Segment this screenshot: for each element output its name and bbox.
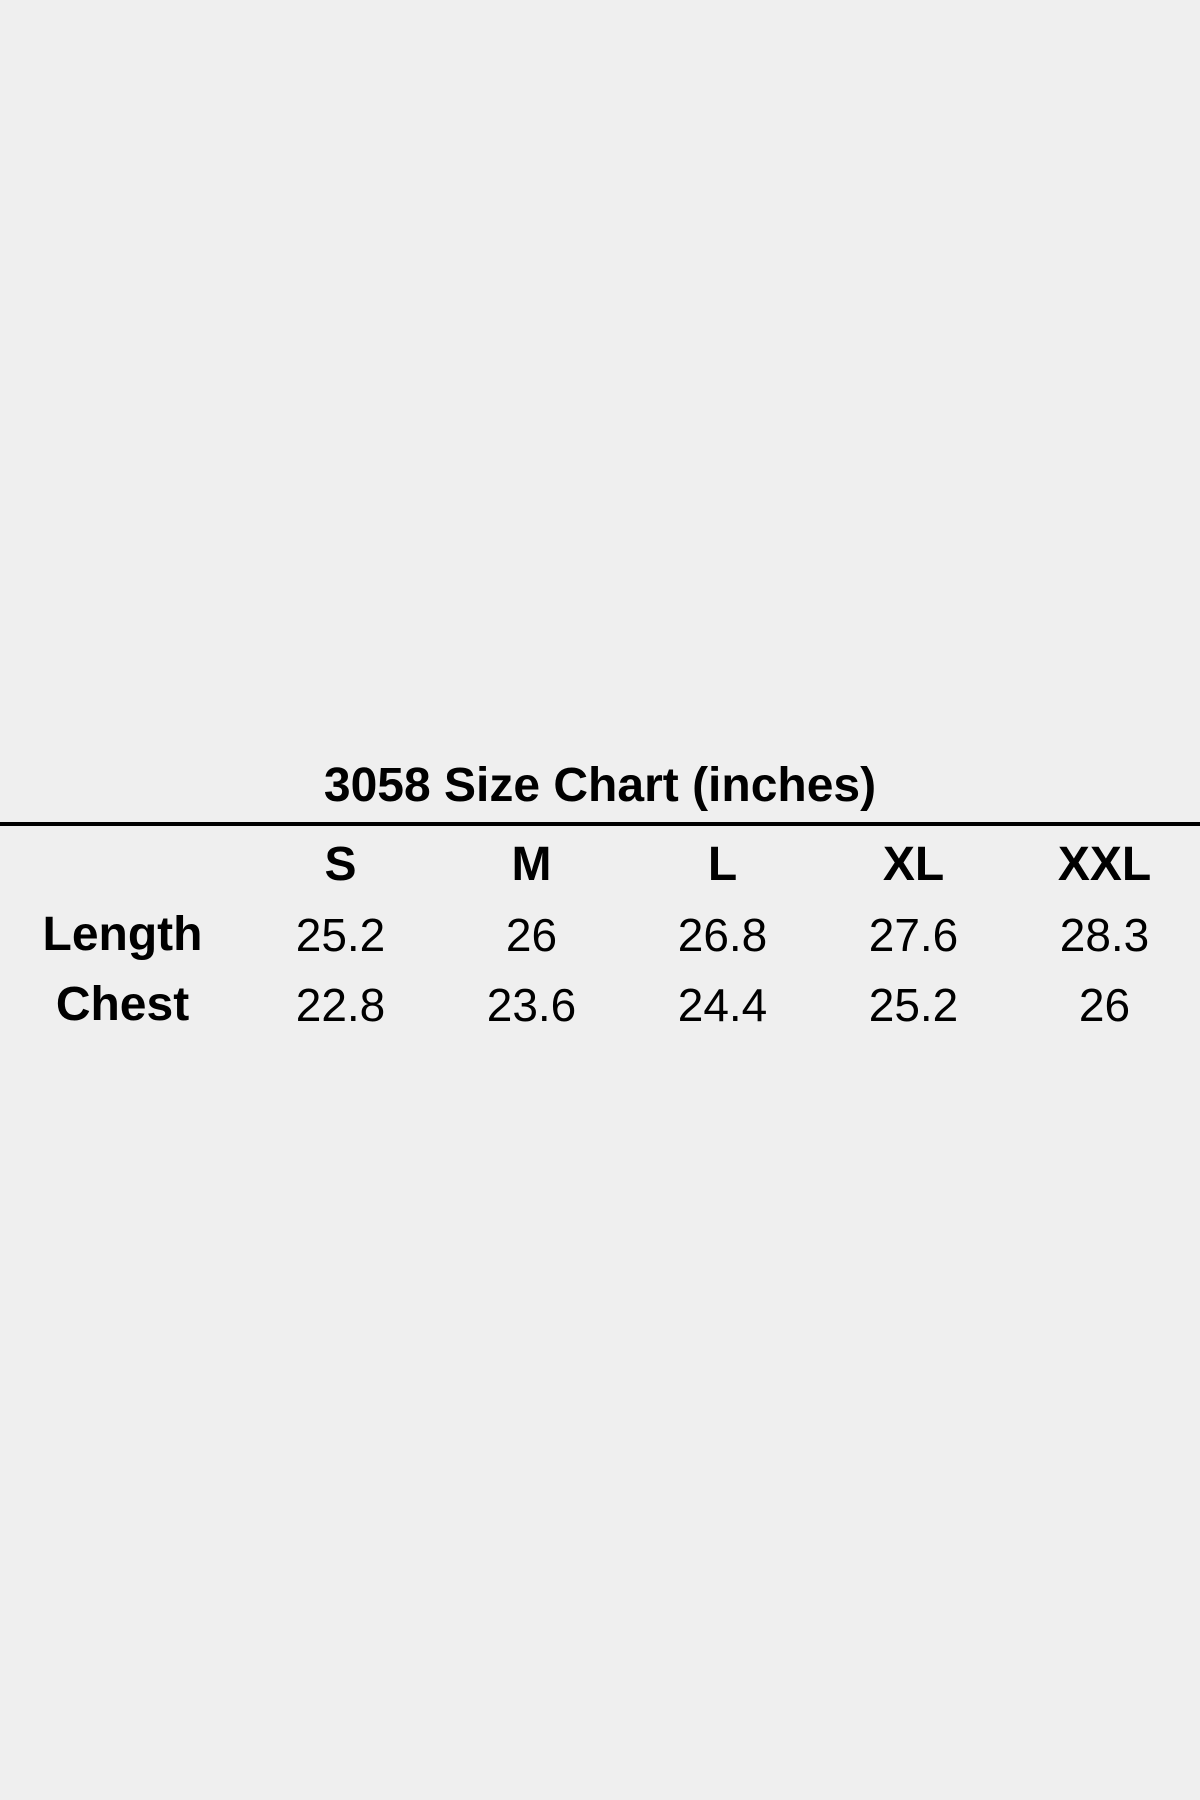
cell-chest-s: 22.8 [295, 979, 386, 1031]
cell-length-m: 26 [505, 909, 558, 961]
size-table: S M L XL XXL Length 25.2 26 26.8 27.6 28… [0, 830, 1200, 1040]
cell-chest-xl: 25.2 [868, 979, 959, 1031]
cell-length-l: 26.8 [677, 909, 768, 961]
row-label-length: Length [42, 908, 203, 961]
chart-title: 3058 Size Chart (inches) [323, 759, 877, 812]
column-header-m: M [511, 838, 552, 891]
row-label-chest: Chest [55, 978, 190, 1031]
divider-line [0, 822, 1200, 826]
cell-chest-xxl: 26 [1078, 979, 1131, 1031]
cell-chest-l: 24.4 [677, 979, 768, 1031]
corner-cell [0, 830, 245, 900]
column-header-xxl: XXL [1057, 838, 1152, 891]
cell-length-xxl: 28.3 [1059, 909, 1150, 961]
cell-length-xl: 27.6 [868, 909, 959, 961]
column-header-l: L [707, 838, 738, 891]
column-header-xl: XL [882, 838, 945, 891]
column-header-s: S [324, 838, 357, 891]
cell-chest-m: 23.6 [486, 979, 577, 1031]
cell-length-s: 25.2 [295, 909, 386, 961]
